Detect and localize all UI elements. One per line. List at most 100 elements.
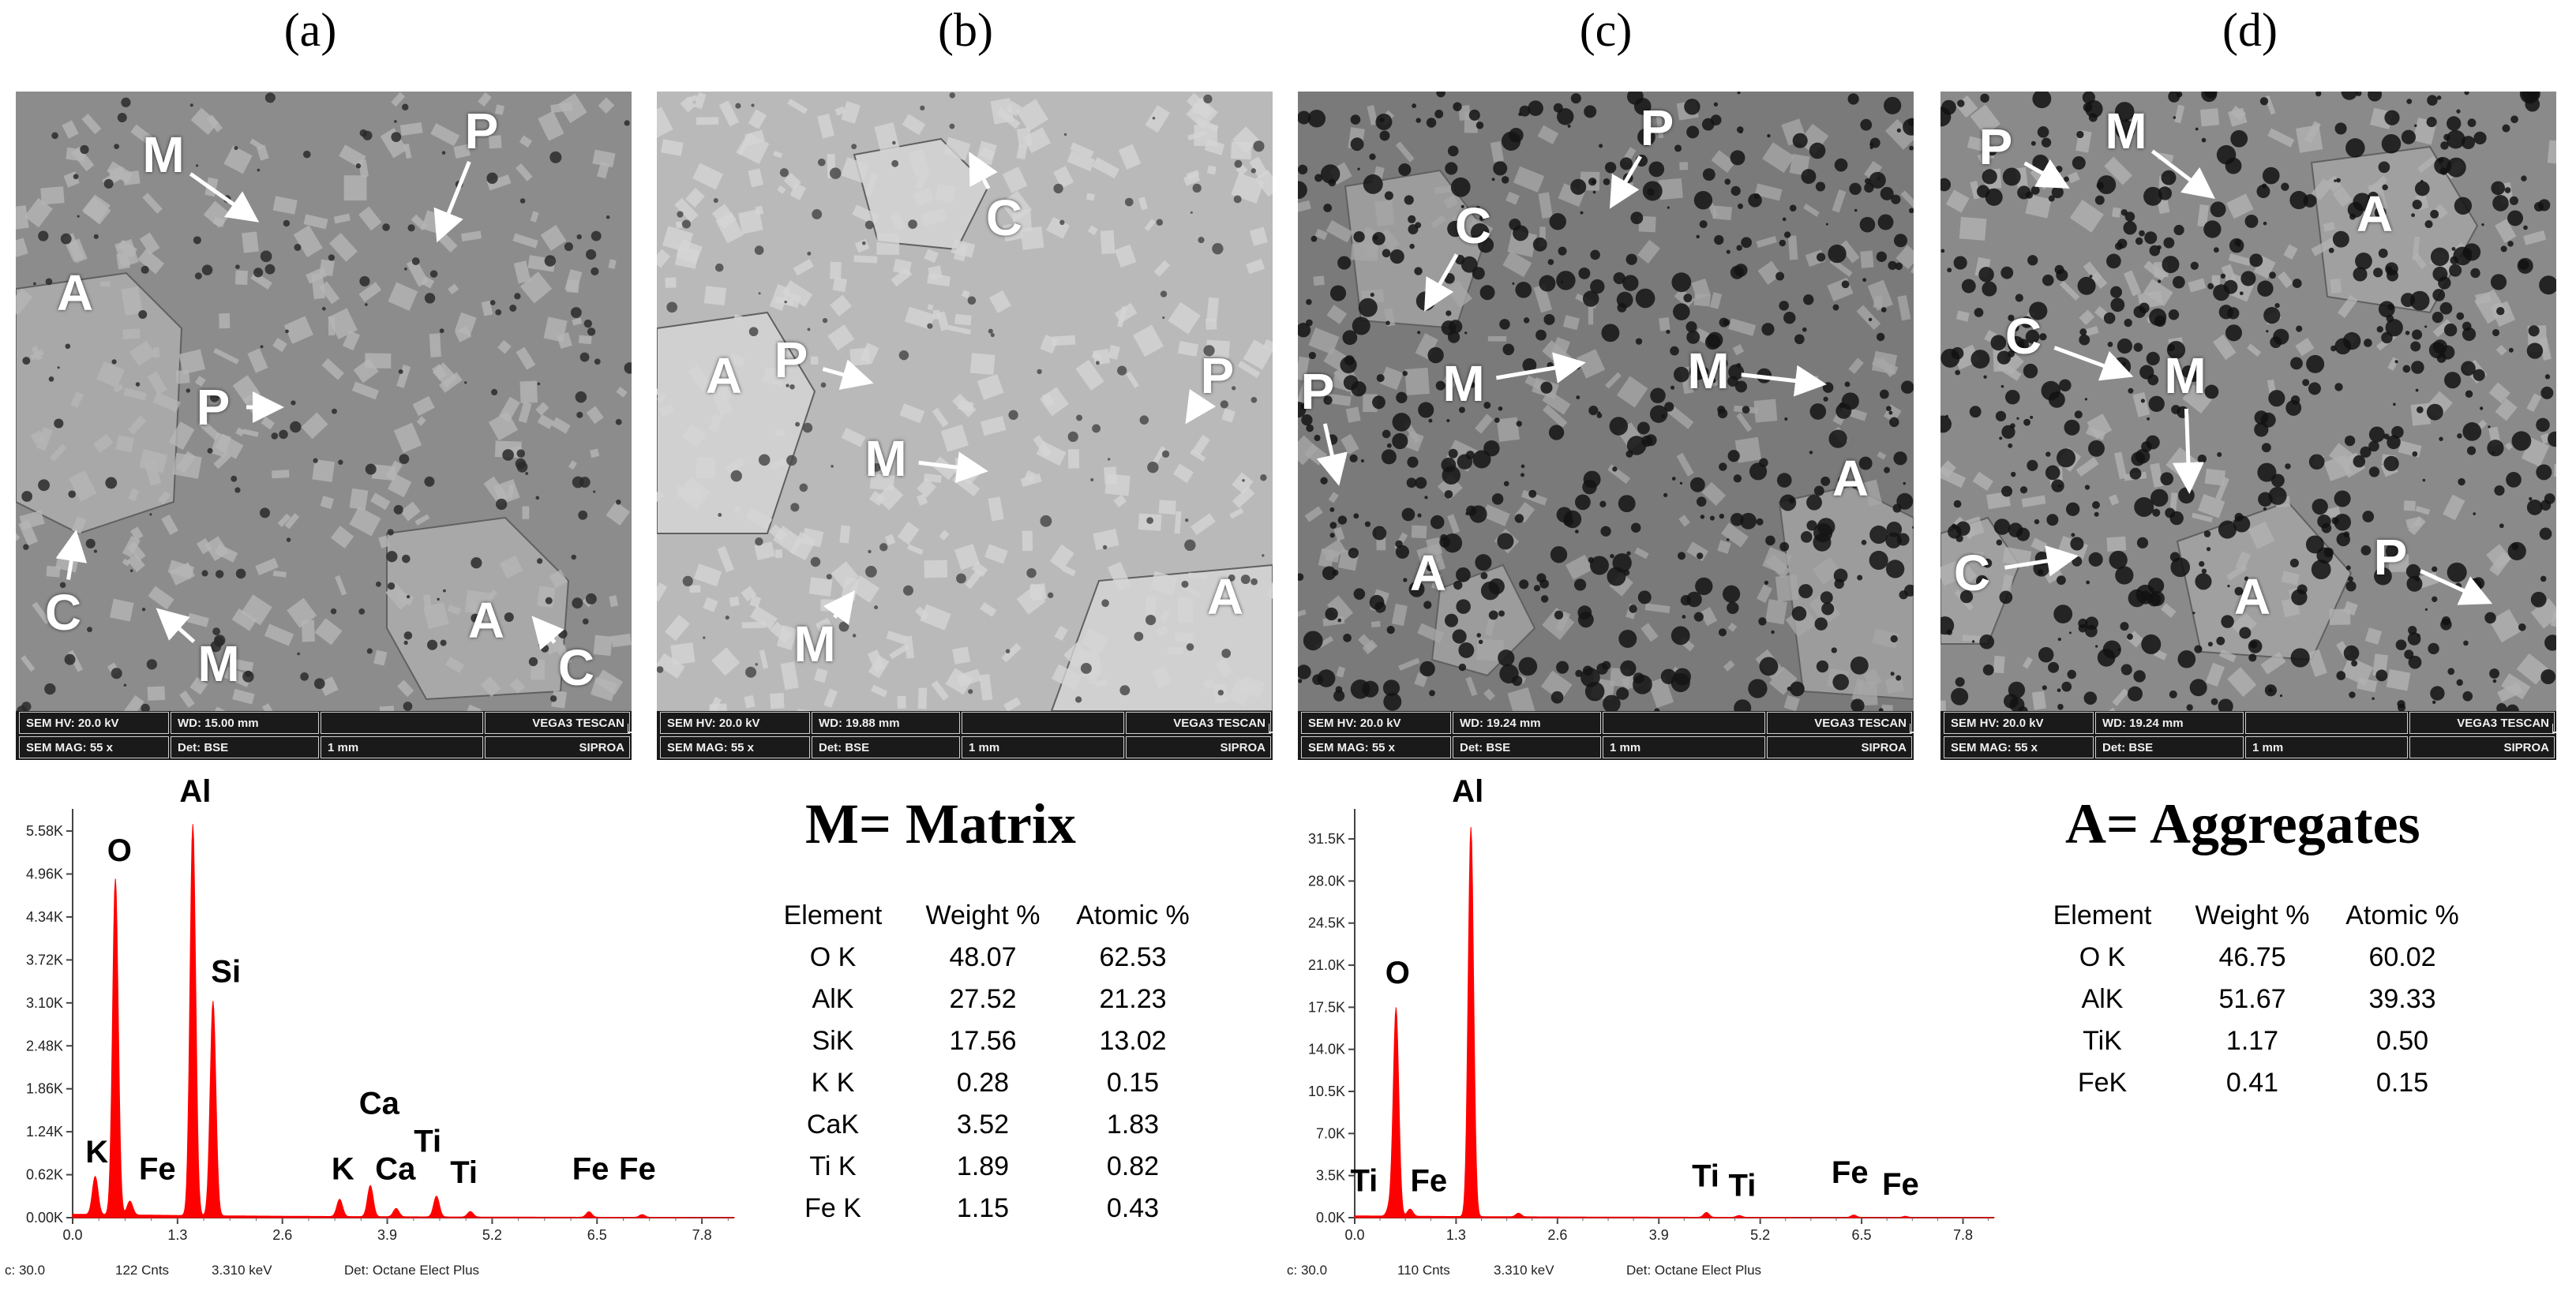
eds-spectrum-matrix: 0.00K 0.62K 1.24K 1.86K 2.48K 3.10K 3.72K 4.34K… <box>0 777 758 1282</box>
y-tick-label: 7.0K <box>1316 1125 1345 1141</box>
sem-scale-box <box>321 712 632 734</box>
table-cell: K K <box>811 1068 855 1098</box>
sem-mag: SEM MAG: 55 x <box>1301 736 1451 758</box>
peak-label: Ti <box>1692 1158 1719 1193</box>
sem-scale-label: 1 mm <box>2245 736 2408 758</box>
table-cell: Fe K <box>804 1193 861 1223</box>
y-tick-label: 3.72K <box>26 952 63 968</box>
phase-marker-label: M <box>142 126 185 183</box>
sem-texture <box>1298 92 1914 711</box>
column-header: Weight % <box>2195 900 2310 930</box>
aggregates-composition-table: Element Weight % Atomic % O K 46.75 60.02 A… <box>2027 895 2477 1104</box>
x-tick-label: 5.2 <box>1750 1227 1770 1243</box>
phase-marker-label: C <box>44 584 82 641</box>
phase-marker-label: A <box>1832 450 1869 507</box>
column-header: Element <box>783 900 883 930</box>
eds-spectrum-svg: 0.00K 0.62K 1.24K 1.86K 2.48K 3.10K 3.72K 4.34K… <box>5 777 735 1278</box>
x-tick-label: 3.9 <box>1649 1227 1669 1243</box>
phase-marker-label: C <box>557 639 595 696</box>
phase-marker-label: M <box>2105 103 2147 159</box>
sem-mag: SEM MAG: 55 x <box>1944 736 2094 758</box>
sem-hv: SEM HV: 20.0 kV <box>19 712 169 734</box>
y-tick-label: 28.0K <box>1308 873 1345 889</box>
table-cell: 39.33 <box>2368 984 2436 1014</box>
phase-marker-label: P <box>1978 118 2013 175</box>
peak-label: Fe <box>572 1152 609 1187</box>
x-tick-label: 3.9 <box>377 1227 397 1243</box>
spectrum-footer-text: c: 30.0 <box>5 1263 45 1278</box>
peak-label: Al <box>1452 777 1483 809</box>
sem-brand: VEGA3 TESCAN <box>1767 712 1912 734</box>
table-row: AlK 27.52 21.23 <box>758 979 1208 1020</box>
matrix-table-title: M= Matrix <box>805 792 1076 855</box>
table-cell: 0.82 <box>1106 1151 1160 1181</box>
spectrum-footer-text: Det: Octane Elect Plus <box>1626 1263 1761 1278</box>
table-header: Element Weight % Atomic % <box>2027 895 2477 937</box>
table-row: Fe K 1.15 0.43 <box>758 1188 1208 1230</box>
sem-mag: SEM MAG: 55 x <box>19 736 169 758</box>
phase-marker-label: P <box>2373 529 2408 586</box>
table-cell: 3.52 <box>956 1110 1010 1140</box>
table-cell: 1.83 <box>1106 1110 1160 1140</box>
sem-wd: WD: 19.88 mm <box>812 712 960 734</box>
spectrum-footer-text: c: 30.0 <box>1287 1263 1327 1278</box>
table-cell: 1.17 <box>2225 1026 2279 1056</box>
table-cell: O K <box>2079 942 2126 972</box>
x-tick-label: 2.6 <box>1547 1227 1567 1243</box>
y-tick-label: 2.48K <box>26 1038 63 1054</box>
peak-label: Fe <box>619 1152 656 1187</box>
table-cell: Ti K <box>809 1151 857 1181</box>
peak-label: Ca <box>375 1152 416 1187</box>
table-cell: CaK <box>806 1110 860 1140</box>
sem-det: Det: BSE <box>1453 736 1601 758</box>
eds-spectrum-svg: 0.0K 3.5K 7.0K 10.5K 14.0K 17.5K 21.0K 24.5K 28.… <box>1287 777 1995 1278</box>
phase-marker-label: A <box>705 347 743 404</box>
sem-scale-label: 1 mm <box>962 736 1124 758</box>
y-tick-label: 0.00K <box>26 1210 63 1226</box>
sem-info-bar: SEM HV: 20.0 kV WD: 19.88 mm VEGA3 TESCA… <box>657 711 1273 760</box>
peak-label: Fe <box>1832 1155 1869 1190</box>
column-header: Atomic % <box>2345 900 2459 930</box>
sem-det: Det: BSE <box>2095 736 2244 758</box>
phase-marker-label: M <box>793 616 836 672</box>
sem-det: Det: BSE <box>812 736 960 758</box>
panel-label-b: (b) <box>938 4 993 56</box>
x-tick-label: 6.5 <box>587 1227 607 1243</box>
peak-label: Fe <box>1882 1167 1919 1202</box>
table-cell: 13.02 <box>1099 1026 1167 1056</box>
y-tick-label: 31.5K <box>1308 831 1345 847</box>
y-tick-label: 17.5K <box>1308 999 1345 1015</box>
table-cell: AlK <box>812 984 854 1014</box>
arrow-icon <box>823 589 855 626</box>
table-body: O K 46.75 60.02 AlK 51.67 39.33 TiK 1.17 0.50 FeK… <box>2027 937 2477 1104</box>
x-tick-label: 6.5 <box>1852 1227 1872 1243</box>
annotation-arrows <box>55 161 564 650</box>
table-cell: TiK <box>2083 1026 2122 1056</box>
column-header: Weight % <box>925 900 1041 930</box>
phase-marker-label: C <box>1454 197 1492 254</box>
table-cell: 51.67 <box>2218 984 2286 1014</box>
arrow-icon <box>2172 408 2204 494</box>
table-cell: O K <box>809 942 857 972</box>
table-cell: 0.15 <box>2375 1068 2429 1098</box>
arrow-icon <box>1741 365 1827 397</box>
peak-label: K <box>85 1135 108 1170</box>
arrow-icon <box>969 152 998 190</box>
y-tick-label: 10.5K <box>1308 1084 1345 1099</box>
sem-org: SIPROA <box>2409 736 2555 758</box>
table-body: O K 48.07 62.53 AlK 27.52 21.23 SiK 17.56 13.02 K… <box>758 937 1208 1230</box>
table-cell: 0.43 <box>1106 1193 1160 1223</box>
arrow-icon <box>918 451 988 484</box>
sem-texture <box>16 92 632 711</box>
y-tick-label: 3.5K <box>1316 1168 1345 1184</box>
spectrum-footer-text: Det: Octane Elect Plus <box>344 1263 479 1278</box>
x-tick-label: 1.3 <box>1446 1227 1466 1243</box>
phase-marker-label: C <box>985 189 1023 246</box>
table-row: CaK 3.52 1.83 <box>758 1104 1208 1146</box>
table-row: Ti K 1.89 0.82 <box>758 1146 1208 1188</box>
table-cell: 17.56 <box>949 1026 1017 1056</box>
phase-marker-label: P <box>196 379 231 436</box>
x-tick-label: 7.8 <box>1953 1227 1973 1243</box>
peak-label: O <box>1385 956 1410 990</box>
sem-image-c: SEM HV: 20.0 kV WD: 19.24 mm VEGA3 TESCA… <box>1298 92 1914 760</box>
